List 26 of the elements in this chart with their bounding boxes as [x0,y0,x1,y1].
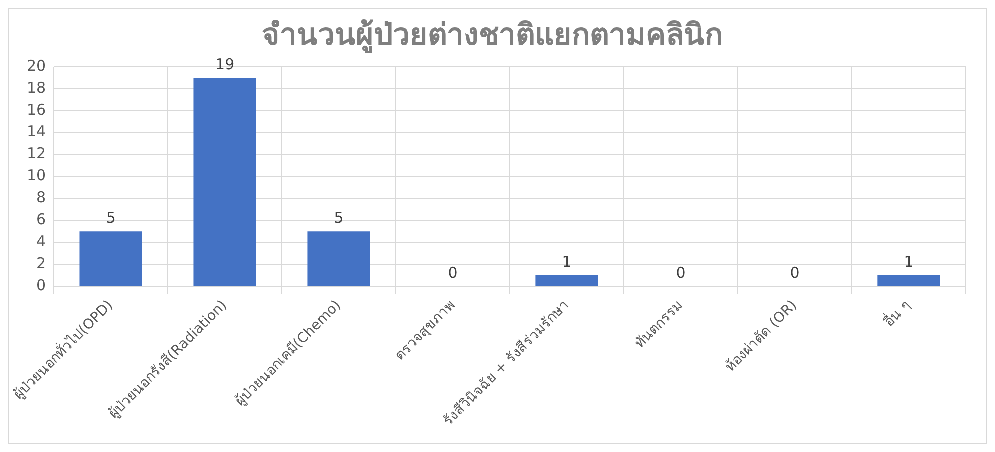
y-tick-label: 12 [26,144,46,163]
y-tick-label: 10 [26,166,46,185]
data-label: 0 [448,264,458,282]
y-tick-label: 2 [36,254,46,272]
bar [80,232,142,286]
chart-title: จำนวนผู้ป่วยต่างชาติแยกตามคลินิก [262,18,723,54]
bar [878,275,940,286]
y-tick-label: 8 [36,188,46,207]
data-label: 0 [676,264,686,282]
y-tick-label: 6 [36,210,46,229]
data-label: 1 [562,252,572,271]
data-label: 0 [790,264,800,282]
y-tick-label: 16 [26,100,46,119]
y-tick-label: 0 [36,276,46,294]
y-tick-label: 20 [26,56,46,75]
bar [308,232,370,286]
bar [536,275,598,286]
y-tick-label: 14 [26,122,46,141]
data-label: 5 [106,208,116,227]
y-tick-label: 4 [36,232,46,250]
y-tick-label: 18 [26,78,46,97]
data-label: 5 [334,208,344,227]
bar [194,78,256,286]
data-label: 1 [904,252,914,271]
data-label: 19 [216,55,235,74]
x-tick-label: อื่น ๆ [880,296,914,330]
